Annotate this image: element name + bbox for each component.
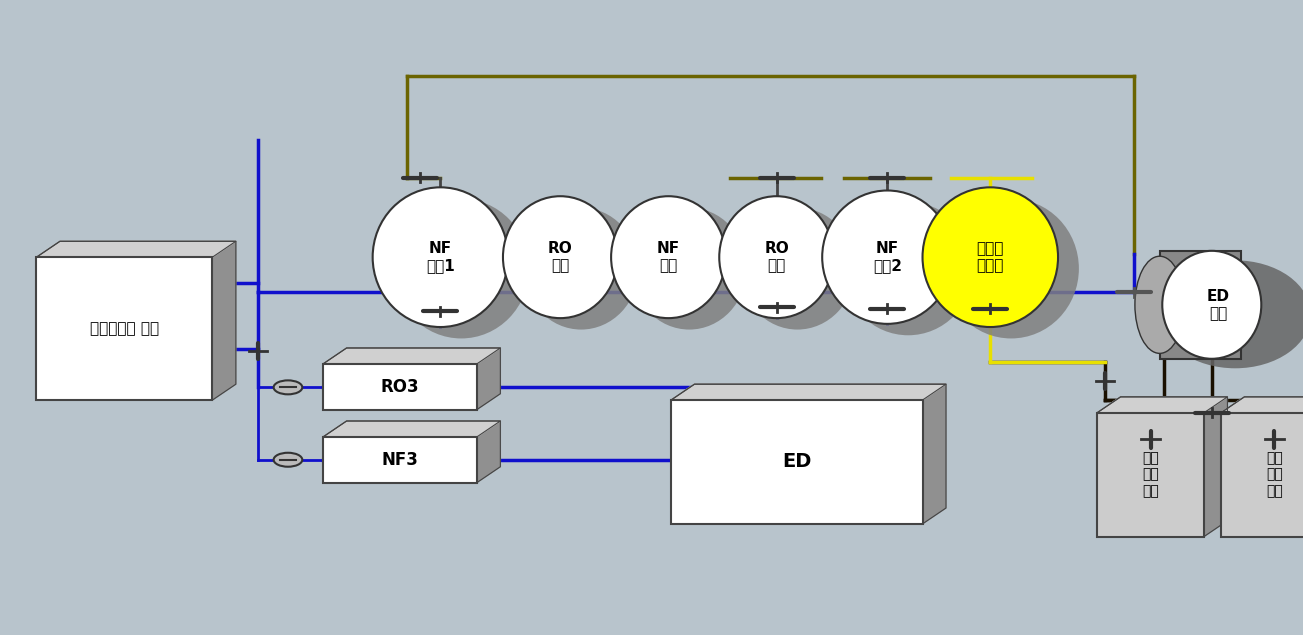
Polygon shape <box>1221 397 1303 413</box>
Polygon shape <box>36 241 236 400</box>
Polygon shape <box>1097 397 1227 537</box>
Ellipse shape <box>1162 251 1261 359</box>
Text: NF
생산: NF 생산 <box>657 241 680 274</box>
Bar <box>36 257 212 400</box>
Text: RO
생산: RO 생산 <box>765 241 788 274</box>
Ellipse shape <box>524 208 638 330</box>
Ellipse shape <box>719 196 834 318</box>
Bar <box>1221 413 1303 537</box>
Circle shape <box>274 453 302 467</box>
Text: 이온
교환
장치: 이온 교환 장치 <box>1267 451 1282 498</box>
Bar <box>1097 413 1204 537</box>
Polygon shape <box>671 384 946 524</box>
Polygon shape <box>1097 397 1227 413</box>
Text: RO3: RO3 <box>380 378 420 396</box>
Ellipse shape <box>1135 257 1184 353</box>
Bar <box>671 400 923 524</box>
Polygon shape <box>323 421 500 437</box>
Polygon shape <box>323 421 500 483</box>
Ellipse shape <box>943 199 1079 338</box>
Ellipse shape <box>822 190 952 324</box>
Ellipse shape <box>632 208 747 330</box>
Ellipse shape <box>373 187 508 327</box>
Ellipse shape <box>923 187 1058 327</box>
Text: NF
농축1: NF 농축1 <box>426 241 455 274</box>
Text: NF3: NF3 <box>382 451 418 469</box>
Ellipse shape <box>503 196 618 318</box>
Circle shape <box>274 380 302 394</box>
Text: ED: ED <box>782 453 812 471</box>
Polygon shape <box>36 241 236 257</box>
Ellipse shape <box>843 202 973 335</box>
Polygon shape <box>671 384 946 400</box>
Polygon shape <box>1221 397 1303 537</box>
Ellipse shape <box>394 199 529 338</box>
Polygon shape <box>323 348 500 364</box>
Text: ED
생산: ED 생산 <box>1207 288 1230 321</box>
Ellipse shape <box>611 196 726 318</box>
Text: 이온
교환
장치: 이온 교환 장치 <box>1143 451 1158 498</box>
Text: 해양심층수 수조: 해양심층수 수조 <box>90 321 159 336</box>
Bar <box>1160 251 1242 359</box>
Bar <box>323 364 477 410</box>
Polygon shape <box>323 348 500 410</box>
Text: NF
농축2: NF 농축2 <box>873 241 902 274</box>
Bar <box>323 437 477 483</box>
Ellipse shape <box>1160 260 1303 368</box>
Text: RO
농축: RO 농축 <box>549 241 572 274</box>
Text: 고경도
농축수: 고경도 농축수 <box>976 241 1005 274</box>
Ellipse shape <box>740 208 855 330</box>
